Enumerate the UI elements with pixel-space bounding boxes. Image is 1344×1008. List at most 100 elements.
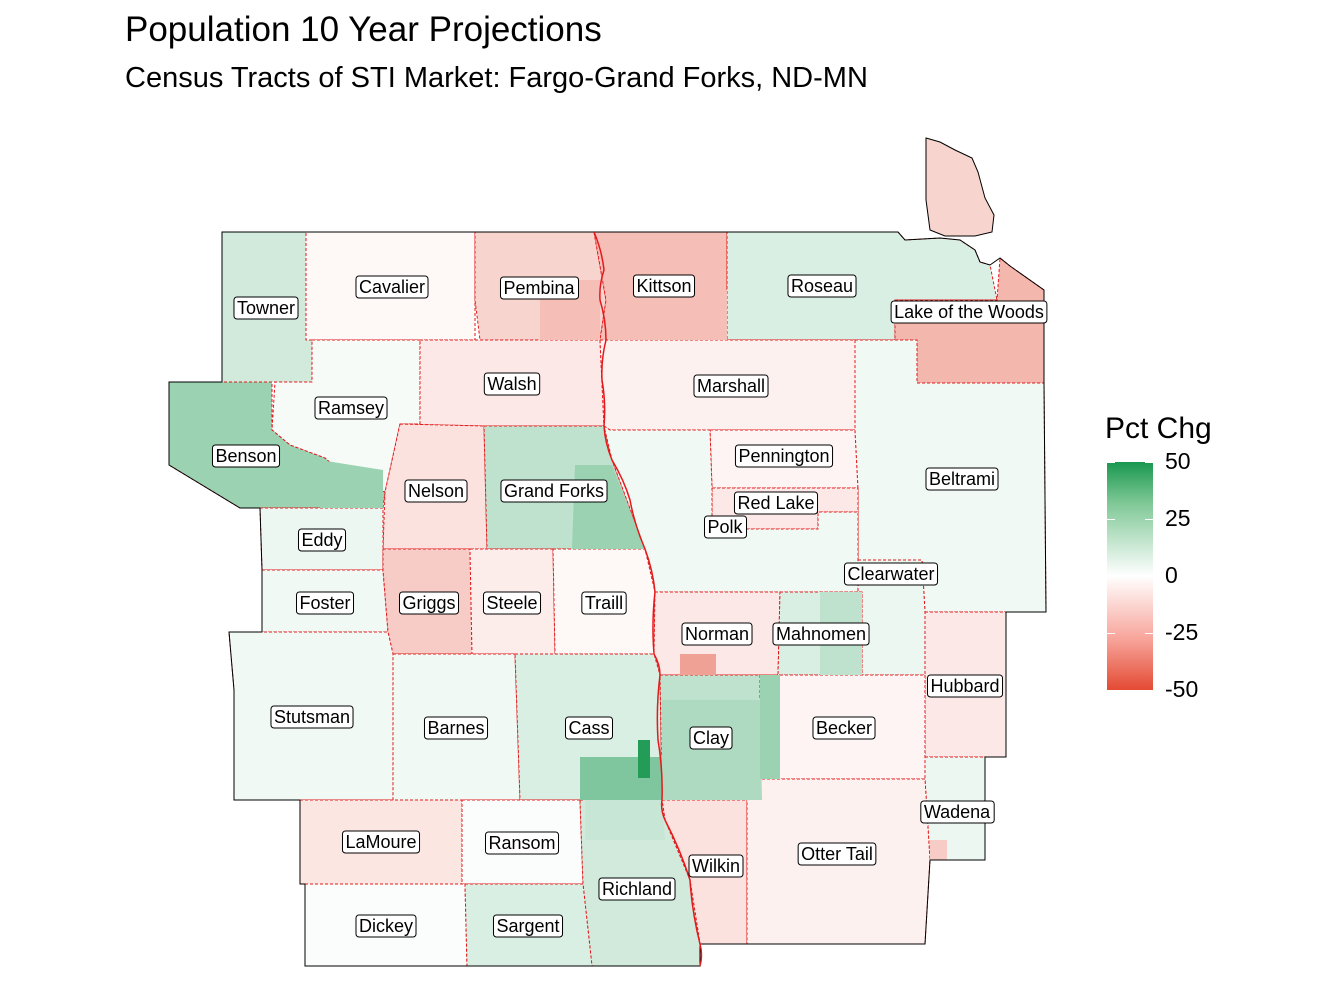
county-label-box bbox=[689, 726, 733, 750]
county-label-wilkin: Wilkin bbox=[688, 854, 744, 878]
county-label-text: Towner bbox=[237, 298, 295, 318]
legend-tick-mark bbox=[1145, 576, 1153, 577]
county-label-beltrami: Beltrami bbox=[925, 467, 999, 491]
county-label-box bbox=[581, 591, 627, 615]
county-label-text: Wilkin bbox=[692, 856, 740, 876]
county-label-box bbox=[693, 374, 769, 398]
county-label-box bbox=[890, 300, 1048, 324]
county-label-griggs: Griggs bbox=[398, 591, 460, 615]
county-label-text: Ransom bbox=[488, 833, 555, 853]
county-label-text: Polk bbox=[707, 517, 743, 537]
county-label-mahnomen: Mahnomen bbox=[772, 622, 870, 646]
county-label-text: Red Lake bbox=[737, 493, 814, 513]
county-label-box bbox=[797, 842, 877, 866]
county-label-text: Griggs bbox=[402, 593, 455, 613]
legend-tick-mark bbox=[1145, 519, 1153, 520]
county-label-sargent: Sargent bbox=[492, 914, 564, 938]
county-label-norman: Norman bbox=[681, 622, 753, 646]
county-label-text: Lake of the Woods bbox=[894, 302, 1044, 322]
county-label-text: Becker bbox=[816, 718, 872, 738]
county-label-text: Roseau bbox=[791, 276, 853, 296]
county-label-red-lake: Red Lake bbox=[733, 491, 819, 515]
county-label-text: Eddy bbox=[301, 530, 342, 550]
legend-tick-mark bbox=[1107, 690, 1115, 691]
county-label-nelson: Nelson bbox=[404, 479, 468, 503]
county-label-steele: Steele bbox=[482, 591, 542, 615]
county-label-text: Cavalier bbox=[359, 277, 425, 297]
county-label-roseau: Roseau bbox=[787, 274, 857, 298]
county-label-text: Wadena bbox=[924, 802, 991, 822]
county-label-text: LaMoure bbox=[345, 832, 416, 852]
county-label-box bbox=[297, 528, 347, 552]
county-label-cavalier: Cavalier bbox=[355, 275, 429, 299]
county-label-box bbox=[398, 591, 460, 615]
county-label-text: Cass bbox=[568, 718, 609, 738]
tract-clay-moorhead bbox=[662, 700, 762, 800]
county-label-towner: Towner bbox=[233, 296, 299, 320]
county-label-text: Foster bbox=[299, 593, 350, 613]
county-label-box bbox=[598, 877, 676, 901]
county-label-text: Marshall bbox=[697, 376, 765, 396]
county-label-eddy: Eddy bbox=[297, 528, 347, 552]
county-label-foster: Foster bbox=[295, 591, 355, 615]
county-label-text: Pembina bbox=[503, 278, 575, 298]
county-label-box bbox=[314, 396, 388, 420]
legend-tick-label: 25 bbox=[1165, 505, 1191, 531]
county-label-box bbox=[733, 491, 819, 515]
county-label-richland: Richland bbox=[598, 877, 676, 901]
county-label-traill: Traill bbox=[581, 591, 627, 615]
county-label-dickey: Dickey bbox=[355, 914, 417, 938]
county-label-box bbox=[482, 591, 542, 615]
legend-tick-mark bbox=[1145, 690, 1153, 691]
county-label-grand-forks: Grand Forks bbox=[500, 479, 608, 503]
county-label-box bbox=[483, 372, 541, 396]
county-label-text: Clay bbox=[693, 728, 729, 748]
legend-tick-mark bbox=[1107, 519, 1115, 520]
county-label-becker: Becker bbox=[812, 716, 876, 740]
county-label-ramsey: Ramsey bbox=[314, 396, 388, 420]
tract-norman-south bbox=[680, 654, 716, 675]
county-label-walsh: Walsh bbox=[483, 372, 541, 396]
county-label-box bbox=[843, 562, 939, 586]
legend-tick-mark bbox=[1107, 462, 1115, 463]
legend-tick-label: 0 bbox=[1165, 562, 1178, 588]
county-label-text: Hubbard bbox=[930, 676, 999, 696]
county-label-benson: Benson bbox=[211, 444, 281, 468]
county-label-box bbox=[492, 914, 564, 938]
county-label-marshall: Marshall bbox=[693, 374, 769, 398]
county-label-pennington: Pennington bbox=[734, 444, 834, 468]
county-label-hubbard: Hubbard bbox=[926, 674, 1004, 698]
county-label-polk: Polk bbox=[703, 515, 748, 539]
county-label-box bbox=[355, 914, 417, 938]
county-label-text: Nelson bbox=[408, 481, 464, 501]
county-label-box bbox=[404, 479, 468, 503]
legend-tick-label: -50 bbox=[1165, 676, 1199, 702]
county-label-box bbox=[734, 444, 834, 468]
tract-fargo-core bbox=[638, 740, 650, 778]
county-label-box bbox=[920, 800, 995, 824]
legend-tick-mark bbox=[1145, 633, 1153, 634]
state-line-red-river bbox=[593, 231, 703, 967]
legend-tick-mark bbox=[1145, 462, 1153, 463]
tract-kittson-south bbox=[610, 290, 727, 340]
county-label-text: Clearwater bbox=[847, 564, 934, 584]
county-label-text: Mahnomen bbox=[776, 624, 866, 644]
county-label-kittson: Kittson bbox=[632, 274, 696, 298]
county-label-text: Barnes bbox=[427, 718, 484, 738]
county-label-lamoure: LaMoure bbox=[341, 830, 421, 854]
county-label-box bbox=[812, 716, 876, 740]
county-label-box bbox=[688, 854, 744, 878]
page-title: Population 10 Year Projections bbox=[125, 10, 602, 49]
tract-ramsey-south bbox=[320, 460, 383, 508]
county-label-text: Richland bbox=[602, 879, 672, 899]
legend-title: Pct Chg bbox=[1105, 412, 1212, 445]
county-label-box bbox=[233, 296, 299, 320]
county-label-box bbox=[925, 467, 999, 491]
county-label-text: Stutsman bbox=[274, 707, 350, 727]
legend-tick-label: 50 bbox=[1165, 448, 1191, 474]
legend-tick-mark bbox=[1107, 633, 1115, 634]
county-label-text: Beltrami bbox=[929, 469, 995, 489]
county-label-text: Ramsey bbox=[318, 398, 384, 418]
page-subtitle: Census Tracts of STI Market: Fargo-Grand… bbox=[125, 62, 868, 94]
